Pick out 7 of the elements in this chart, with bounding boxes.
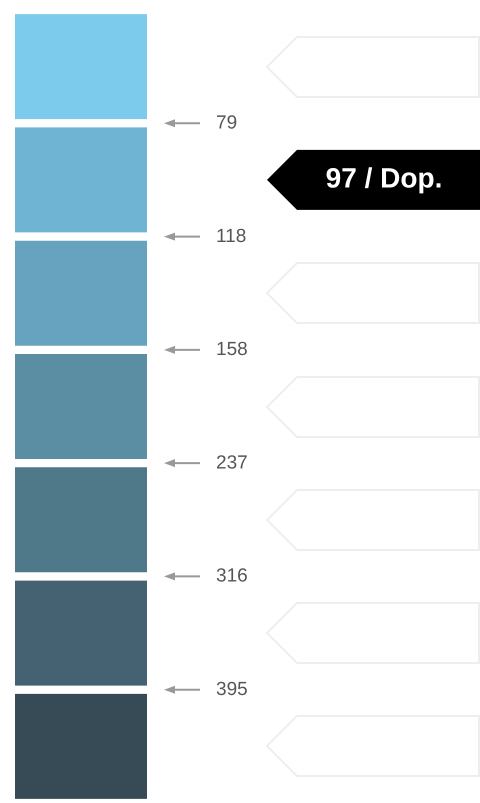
text: 237 [216,452,248,474]
text: 79 [216,112,238,134]
text: 158 [216,339,248,360]
text: 97 / Dop. [326,162,442,194]
text: 316 [216,566,248,587]
text: 118 [216,226,246,247]
text: 395 [216,678,248,700]
